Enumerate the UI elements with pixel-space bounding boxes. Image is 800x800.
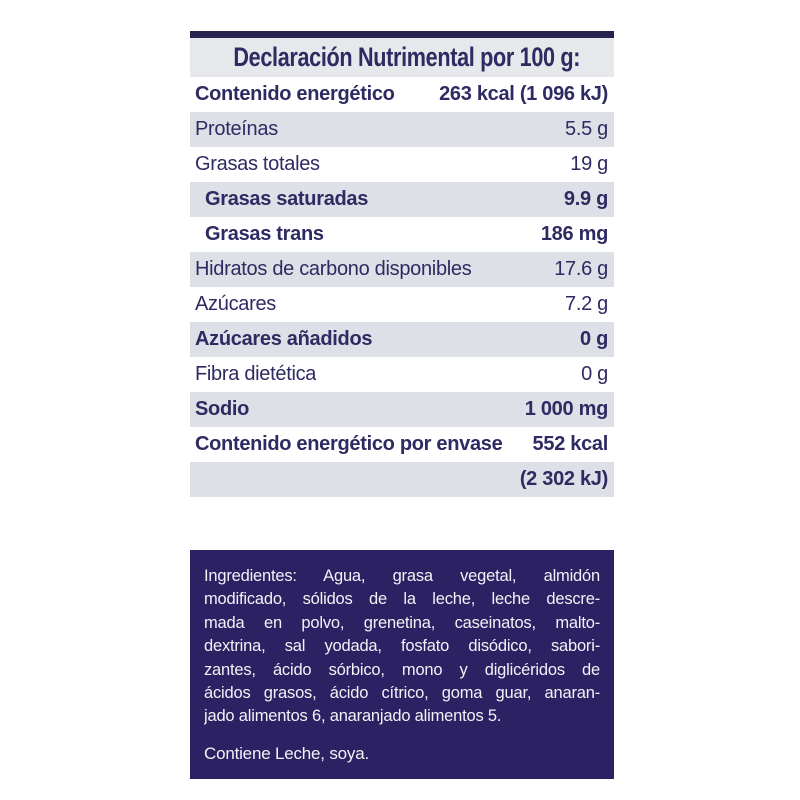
nutrient-value: 1 000 mg [524, 398, 609, 420]
ingredients-line: mada en polvo, grenetina, caseinatos, ma… [204, 613, 600, 632]
nutrient-label: Grasas trans [205, 223, 324, 245]
table-row-proteinas: Proteínas 5.5 g [190, 112, 614, 147]
table-row-hidratos-de-carbono: Hidratos de carbono disponibles 17.6 g [190, 252, 614, 287]
nutrient-value: 19 g [570, 153, 608, 175]
table-row-azucares: Azúcares 7.2 g [190, 287, 614, 322]
nutrient-value: 9.9 g [563, 188, 608, 210]
nutrition-facts-label: Declaración Nutrimental por 100 g: Conte… [190, 31, 614, 780]
table-row-fibra-dietetica: Fibra dietética 0 g [190, 357, 614, 392]
nutrient-label: Hidratos de carbono disponibles [195, 258, 472, 280]
nutrient-value: 263 kcal (1 096 kJ) [439, 83, 608, 105]
top-border-bar [190, 31, 614, 38]
nutrient-value: 5.5 g [565, 118, 608, 140]
nutrient-label: Contenido energético por envase [195, 433, 503, 455]
ingredients-line: Ingredientes: Agua, grasa vegetal, almid… [204, 567, 600, 585]
title-band: Declaración Nutrimental por 100 g: [190, 38, 614, 77]
table-row-grasas-trans: Grasas trans 186 mg [190, 217, 614, 252]
ingredients-line: dextrina, sal yodada, fosfato disódico, … [204, 637, 600, 656]
nutrient-value: (2 302 kJ) [519, 468, 608, 490]
nutrient-value: 7.2 g [565, 293, 608, 315]
nutrient-label: Proteínas [195, 118, 278, 140]
table-row-grasas-totales: Grasas totales 19 g [190, 147, 614, 182]
ingredients-line: zantes, ácido sórbico, mono y diglicérid… [204, 660, 600, 679]
table-row-envase-kj: (2 302 kJ) [190, 462, 614, 497]
ingredients-line: jado alimentos 6, anaranjado alimentos 5… [204, 707, 502, 726]
page-title: Declaración Nutrimental por 100 g: [233, 42, 581, 72]
table-row-sodio: Sodio 1 000 mg [190, 392, 614, 427]
allergen-statement: Contiene Leche, soya. [204, 743, 369, 763]
nutrient-label: Azúcares [195, 293, 276, 315]
table-row-contenido-energetico-envase: Contenido energético por envase 552 kcal [190, 427, 614, 462]
nutrient-value: 17.6 g [554, 258, 608, 280]
table-row-contenido-energetico: Contenido energético 263 kcal (1 096 kJ) [190, 77, 614, 112]
nutrition-table: Contenido energético 263 kcal (1 096 kJ)… [190, 77, 614, 497]
nutrient-value: 552 kcal [532, 433, 609, 455]
ingredients-box: Ingredientes: Agua, grasa vegetal, almid… [190, 550, 614, 780]
nutrient-label: Grasas saturadas [205, 188, 369, 210]
nutrient-label: Fibra dietética [195, 363, 317, 385]
nutrient-label: Azúcares añadidos [195, 328, 373, 350]
nutrient-label: Contenido energético [195, 83, 395, 105]
nutrient-value: 0 g [580, 328, 608, 350]
nutrient-value: 186 mg [540, 223, 608, 245]
table-row-grasas-saturadas: Grasas saturadas 9.9 g [190, 182, 614, 217]
nutrient-label: Grasas totales [195, 153, 320, 175]
ingredients-line: modificado, sólidos de la leche, leche d… [204, 590, 600, 609]
nutrient-value: 0 g [581, 363, 608, 385]
nutrient-label: Sodio [195, 398, 250, 420]
table-row-azucares-anadidos: Azúcares añadidos 0 g [190, 322, 614, 357]
ingredients-line: ácidos grasos, ácido cítrico, goma guar,… [204, 684, 600, 703]
